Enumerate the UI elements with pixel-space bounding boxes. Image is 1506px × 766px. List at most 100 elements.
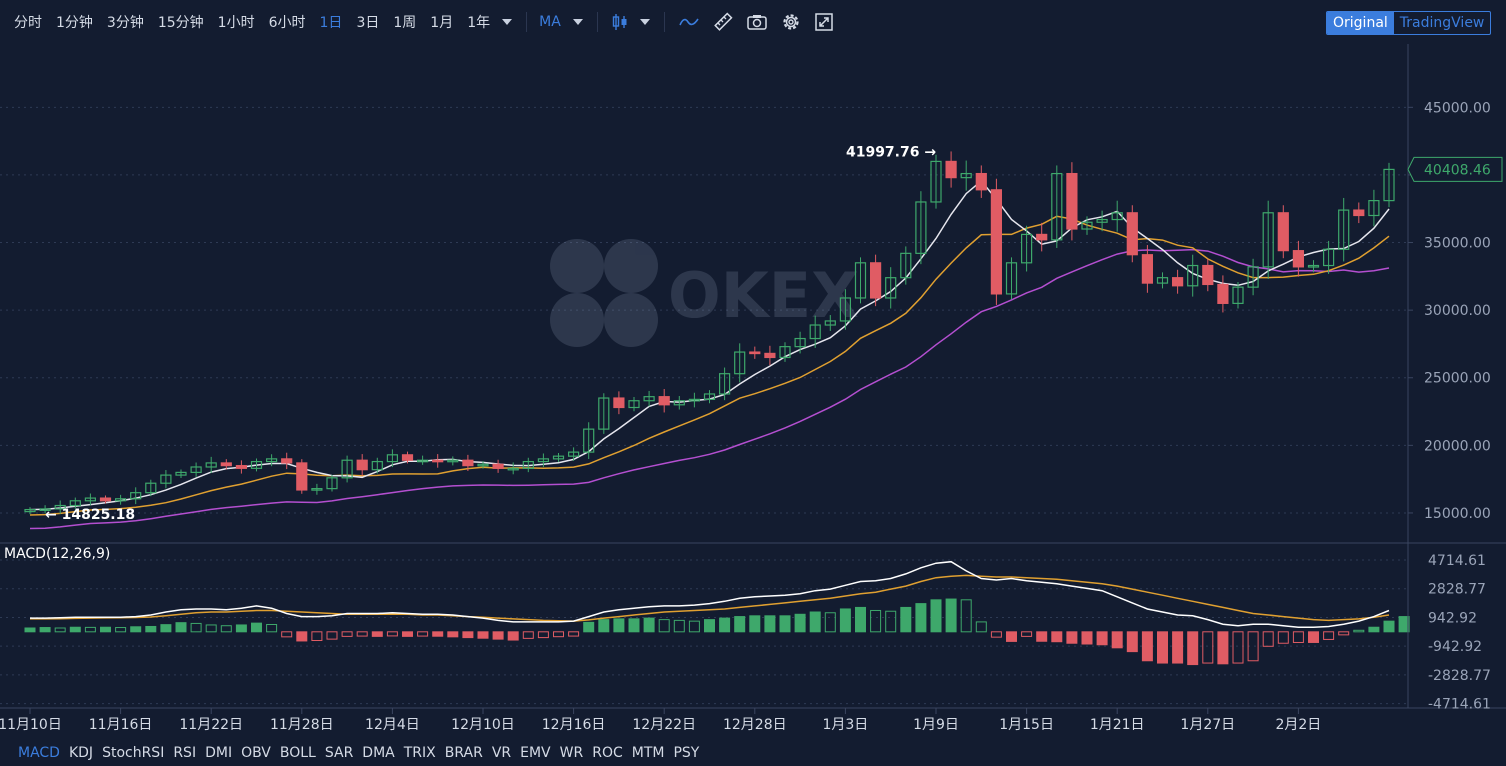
candle-down: [356, 459, 368, 471]
macd-histogram-bar: [1006, 631, 1017, 642]
tradingview-view-button[interactable]: TradingView: [1399, 15, 1485, 31]
ruler-icon[interactable]: [713, 12, 733, 32]
macd-histogram-bar: [432, 631, 444, 637]
macd-histogram-bar: [220, 625, 232, 633]
okex-watermark: OKEX: [550, 239, 859, 347]
toolbar-divider: [526, 12, 528, 32]
macd-histogram-bar: [54, 627, 66, 633]
time-tick-label: 11月16日: [89, 717, 153, 733]
candle-up: [1383, 168, 1395, 202]
macd-histogram-bar: [734, 616, 746, 633]
macd-panel: MACD(12,26,9): [4, 546, 1410, 666]
candle-down: [220, 462, 232, 467]
candlestick-icon[interactable]: [612, 13, 628, 31]
timeframe-9[interactable]: 1月: [430, 15, 454, 31]
candle-down: [1217, 283, 1229, 304]
macd-histogram-bar: [1021, 631, 1033, 637]
macd-histogram-bar: [568, 631, 580, 637]
timeframe-4[interactable]: 1小时: [217, 15, 255, 31]
indicator-select[interactable]: MA: [539, 14, 561, 30]
ma-mid-line: [29, 215, 1390, 516]
chart-type-dropdown-icon[interactable]: [639, 19, 650, 25]
expand-icon[interactable]: [815, 13, 833, 31]
macd-histogram-bar: [145, 625, 157, 633]
line-wave-icon[interactable]: [679, 15, 699, 29]
indicator-tab-brar[interactable]: BRAR: [444, 745, 483, 761]
candle-up: [190, 466, 202, 473]
indicator-tab-mtm[interactable]: MTM: [631, 745, 665, 761]
timeframe-3[interactable]: 15分钟: [157, 15, 204, 31]
macd-histogram-bar: [24, 627, 36, 633]
indicator-tab-psy[interactable]: PSY: [673, 745, 700, 761]
candle-down: [432, 459, 444, 463]
macd-histogram-bar: [779, 615, 791, 633]
macd-histogram-bar: [281, 631, 293, 638]
indicator-tab-macd[interactable]: MACD: [18, 745, 60, 761]
macd-histogram-bar: [326, 631, 338, 640]
candle-up: [718, 373, 731, 395]
timeframe-1[interactable]: 1分钟: [56, 15, 93, 31]
macd-histogram-bar: [115, 627, 127, 633]
original-view-button[interactable]: Original: [1327, 12, 1394, 34]
timeframe-10[interactable]: 1年: [467, 15, 491, 31]
candle-up: [1232, 286, 1244, 304]
indicator-tab-obv[interactable]: OBV: [241, 745, 271, 761]
candle-up: [341, 459, 353, 479]
macd-histogram-bar: [251, 622, 262, 633]
candle-up: [628, 400, 640, 409]
indicator-tab-trix[interactable]: TRIX: [403, 745, 436, 761]
timeframe-0[interactable]: 分时: [14, 15, 42, 31]
indicator-tab-vr[interactable]: VR: [491, 745, 512, 761]
macd-histogram-bar: [1338, 631, 1350, 636]
timeframe-8[interactable]: 1周: [393, 15, 417, 31]
indicator-tab-sar[interactable]: SAR: [324, 745, 354, 761]
indicator-tab-stochrsi[interactable]: StochRSI: [102, 745, 165, 761]
view-switch: Original TradingView: [1326, 11, 1492, 35]
gear-icon[interactable]: [781, 12, 801, 32]
timeframe-7[interactable]: 3日: [356, 15, 380, 31]
timeframe-2[interactable]: 3分钟: [106, 15, 144, 31]
macd-histogram-bar: [719, 617, 731, 633]
indicator-tab-kdj[interactable]: KDJ: [68, 745, 94, 761]
indicator-tab-wr[interactable]: WR: [559, 745, 584, 761]
time-tick-label: 12月4日: [365, 717, 420, 733]
ma-long-line: [29, 248, 1390, 530]
candle-down: [945, 160, 957, 179]
candle-up: [326, 477, 338, 490]
indicator-tab-boll[interactable]: BOLL: [279, 745, 316, 761]
timeframe-5[interactable]: 6小时: [268, 15, 306, 31]
macd-histogram-bar: [900, 606, 912, 633]
macd-histogram-bar: [492, 631, 504, 640]
macd-histogram-bar: [386, 631, 398, 637]
time-tick-label: 11月22日: [179, 717, 243, 733]
price-chart[interactable]: OKEX MACD(12,26,9) 45000.0040000.0035000…: [0, 0, 1506, 740]
indicator-tab-dma[interactable]: DMA: [362, 745, 395, 761]
candle-up: [145, 482, 157, 494]
price-tick-label: 35000.00: [1424, 236, 1491, 252]
macd-histogram-bar: [1126, 631, 1138, 653]
macd-histogram-bar: [673, 619, 685, 633]
macd-histogram-bar: [522, 631, 534, 639]
macd-histogram-bar: [1217, 631, 1229, 665]
candle-down: [281, 458, 293, 464]
time-tick-label: 1月27日: [1180, 717, 1235, 733]
price-tick-label: 20000.00: [1424, 438, 1491, 454]
indicator-tab-dmi[interactable]: DMI: [205, 745, 233, 761]
macd-histogram-bar: [402, 631, 413, 637]
camera-icon[interactable]: [747, 14, 767, 30]
indicator-tab-rsi[interactable]: RSI: [173, 745, 197, 761]
timeframe-more-dropdown[interactable]: [502, 19, 513, 25]
candle-up: [266, 458, 278, 463]
indicator-dropdown-icon[interactable]: [572, 19, 583, 25]
candle-up: [794, 337, 806, 348]
candle-up: [900, 252, 912, 279]
time-tick-label: 1月21日: [1090, 717, 1145, 733]
indicator-tab-roc[interactable]: ROC: [592, 745, 623, 761]
candle-up: [1111, 212, 1123, 221]
macd-histogram-bar: [1111, 631, 1123, 649]
time-tick-label: 1月15日: [999, 717, 1054, 733]
indicator-tab-emv[interactable]: EMV: [520, 745, 551, 761]
timeframe-6[interactable]: 1日: [319, 15, 343, 31]
macd-histogram-bar: [809, 611, 821, 633]
candle-down: [613, 397, 625, 409]
